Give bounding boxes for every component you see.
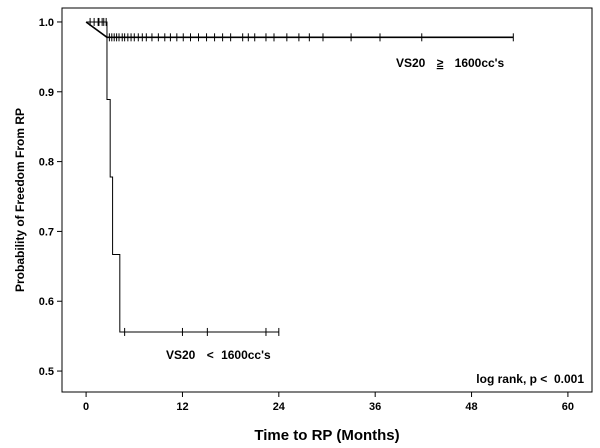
series-line-1 [86,21,279,333]
x-tick-label: 60 [562,401,574,413]
x-tick-label: 36 [369,401,381,413]
y-tick-label: 0.6 [39,296,54,308]
series-label-low-symbol: < [207,348,214,362]
y-tick-label: 0.7 [39,226,54,238]
x-tick-label: 24 [273,401,286,413]
x-axis-title: Time to RP (Months) [254,427,399,444]
log-rank-annotation: log rank, p < 0.001 [476,372,584,386]
series-line-0 [85,21,514,39]
series-label-high-value: 1600cc's [455,56,505,70]
y-tick-label: 0.8 [39,157,54,169]
x-axis: 0 12 24 36 48 60 [83,392,574,413]
y-axis: 0.5 0.6 0.7 0.8 0.9 1.0 [39,17,62,378]
series-0 [85,17,514,42]
svg-text:VS20 < 1600cc's: VS20 < 1600cc's [166,348,271,362]
svg-text:VS20 ≥ 1600cc's: VS20 ≥ 1600cc's [396,56,505,70]
series-label-high-symbol: ≥ [437,56,444,70]
y-tick-label: 0.9 [39,87,54,99]
series-1 [86,17,280,336]
x-tick-label: 0 [83,401,89,413]
series-label-low: VS20 < 1600cc's [166,348,271,362]
x-tick-label: 12 [176,401,188,413]
series-layer [85,17,514,336]
series-label-high: VS20 ≥ 1600cc's [396,56,505,70]
series-label-high-text: VS20 [396,56,426,70]
series-label-low-text: VS20 [166,348,196,362]
y-axis-title: Probability of Freedom From RP [13,108,27,292]
plot-frame [61,7,593,393]
y-tick-label: 0.5 [39,366,54,378]
y-tick-label: 1.0 [39,17,54,29]
x-tick-label: 48 [465,401,477,413]
series-label-low-value: 1600cc's [221,348,271,362]
